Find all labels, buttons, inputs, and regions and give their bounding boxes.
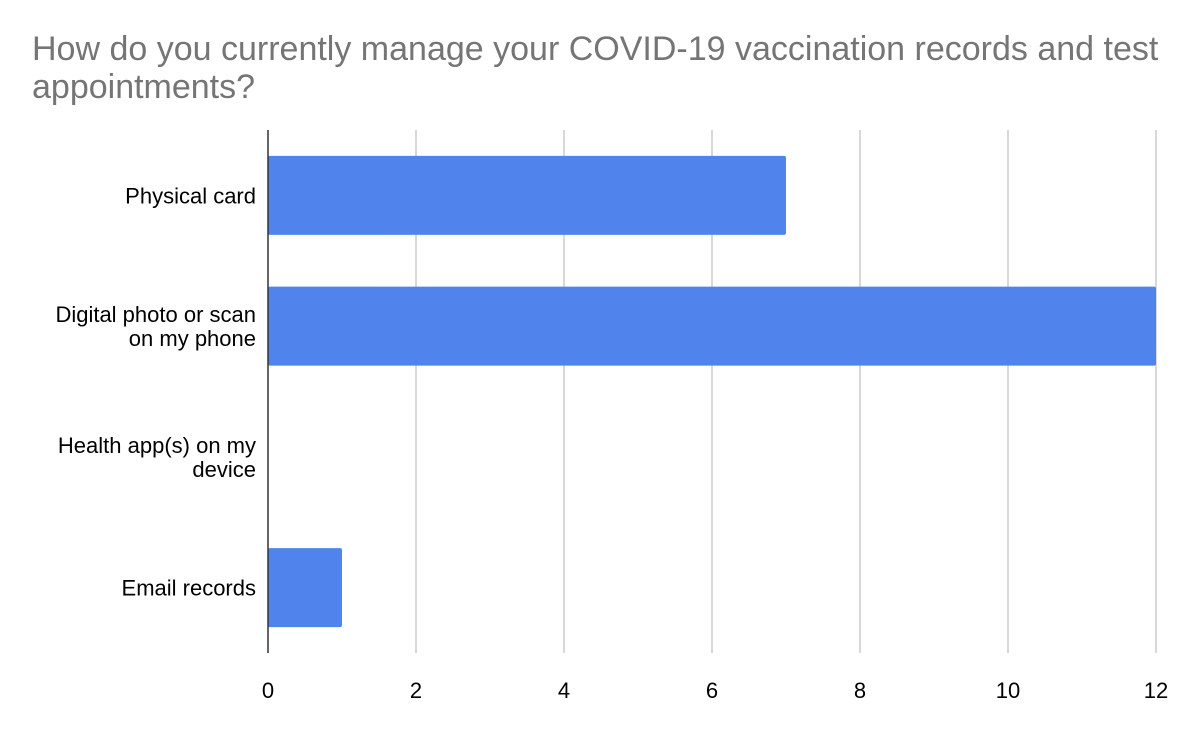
category-label: Physical card (125, 183, 256, 208)
category-label: Email records (122, 576, 256, 601)
category-label-line: Digital photo or scan (55, 302, 256, 327)
x-tick-label: 8 (854, 678, 866, 703)
bar (268, 548, 342, 628)
category-labels: Physical card Digital photo or scan on my … (55, 183, 256, 600)
x-tick-label: 4 (558, 678, 570, 703)
x-tick-label: 0 (262, 678, 274, 703)
x-tick-label: 6 (706, 678, 718, 703)
bars (268, 155, 1156, 628)
category-label-line: Physical card (125, 183, 256, 208)
x-tick-label: 10 (996, 678, 1020, 703)
chart-title: How do you currently manage your COVID-1… (32, 30, 1159, 106)
category-label-line: Email records (122, 576, 256, 601)
category-label: Health app(s) on my device (58, 433, 256, 482)
category-label: Digital photo or scan on my phone (55, 302, 256, 351)
bar (268, 286, 1156, 366)
x-tick-label: 12 (1144, 678, 1168, 703)
category-label-line: on my phone (129, 326, 256, 351)
x-tick-label: 2 (410, 678, 422, 703)
bar (268, 155, 786, 235)
category-label-line: Health app(s) on my (58, 433, 256, 458)
x-tick-labels: 0 2 4 6 8 10 12 (262, 678, 1168, 703)
category-label-line: device (192, 457, 256, 482)
